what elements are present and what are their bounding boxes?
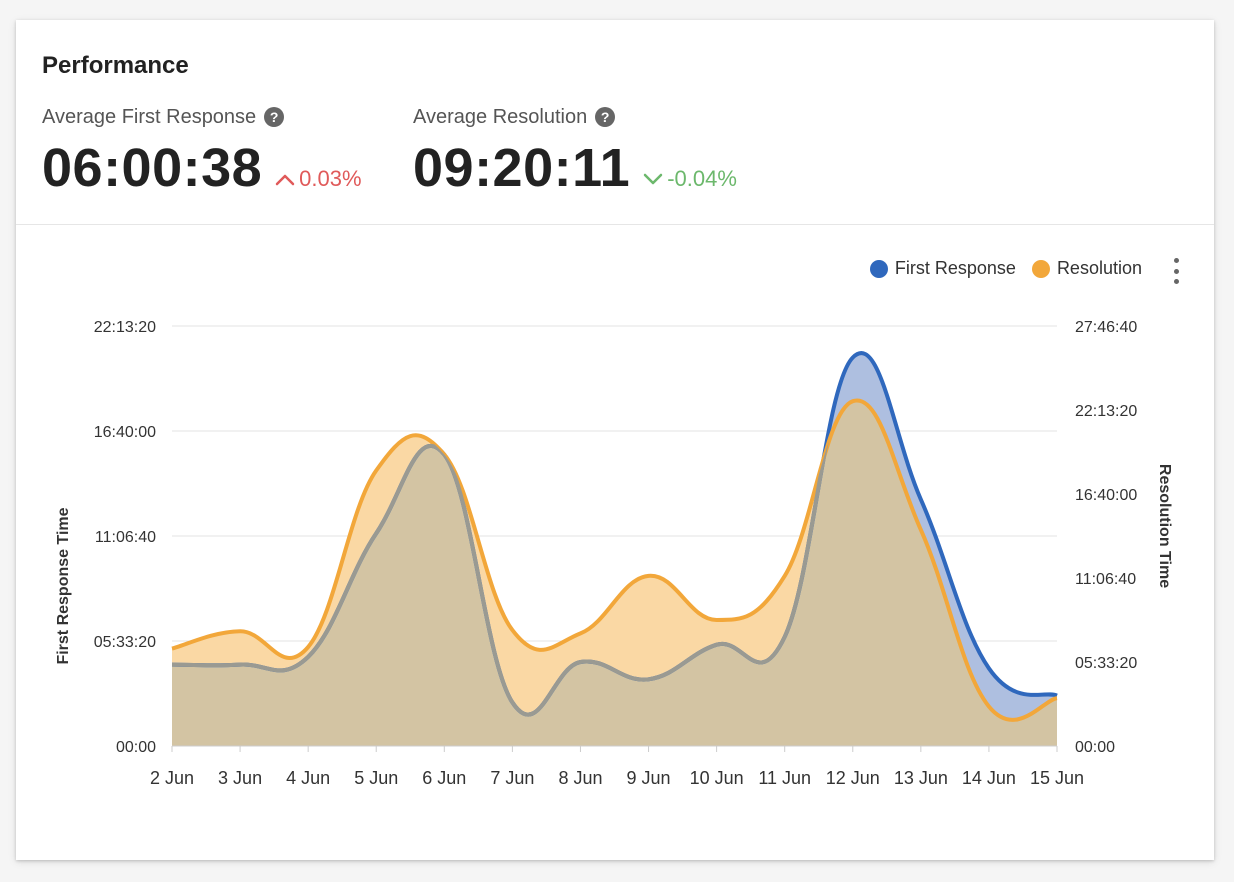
metric-resolution-label: Average Resolution — [413, 105, 588, 128]
y-right-tick-label: 11:06:40 — [1075, 571, 1136, 588]
chart-legend: First Response Resolution — [854, 258, 1142, 279]
y-right-axis-title: Resolution Time — [1156, 464, 1173, 588]
metric-resolution-delta-text: -0.04% — [667, 166, 737, 191]
card-title: Performance — [42, 52, 189, 79]
y-right-tick-label: 27:46:40 — [1075, 319, 1137, 336]
chevron-down-icon — [643, 173, 663, 185]
y-left-tick-label: 05:33:20 — [94, 634, 156, 651]
y-right-tick-label: 05:33:20 — [1075, 655, 1137, 672]
metric-first-response: Average First Response ? 06:00:38 0.03% — [42, 105, 362, 199]
y-left-tick-label: 16:40:00 — [94, 424, 156, 441]
metric-resolution-delta: -0.04% — [642, 166, 737, 192]
area-overlap — [172, 400, 1057, 746]
y-right-tick-label: 16:40:00 — [1075, 487, 1137, 504]
x-tick-label: 5 Jun — [354, 768, 398, 788]
x-tick-label: 15 Jun — [1030, 768, 1084, 788]
question-circle-icon[interactable]: ? — [595, 107, 616, 127]
x-tick-label: 9 Jun — [627, 768, 671, 788]
y-left-tick-label: 22:13:20 — [94, 319, 156, 336]
x-tick-label: 8 Jun — [558, 768, 602, 788]
legend-item-first-response[interactable]: First Response — [869, 258, 1016, 279]
y-left-tick-label: 00:00 — [116, 739, 156, 756]
metric-first-response-label: Average First Response — [42, 105, 257, 128]
question-circle-icon[interactable]: ? — [264, 107, 285, 127]
legend-item-resolution[interactable]: Resolution — [1031, 258, 1142, 279]
y-right-tick-label: 22:13:20 — [1075, 403, 1137, 420]
legend-label-first-response: First Response — [894, 258, 1016, 278]
x-tick-label: 7 Jun — [490, 768, 534, 788]
x-tick-label: 14 Jun — [962, 768, 1016, 788]
y-right-tick-label: 00:00 — [1075, 739, 1115, 756]
performance-header: Performance Average First Response ? 06:… — [16, 20, 1214, 225]
performance-chart: 2 Jun 3 Jun 4 Jun 5 Jun 6 Jun 7 Jun 8 Jun 9 Jun… — [55, 319, 1173, 788]
metric-resolution-value: 09:20:11 — [413, 138, 631, 198]
y-left-axis-title: First Response Time — [55, 507, 72, 664]
metric-resolution: Average Resolution ? 09:20:11 -0.04% — [413, 105, 737, 199]
x-tick-label: 11 Jun — [758, 768, 811, 788]
line-resolution — [171, 398, 1058, 722]
legend-label-resolution: Resolution — [1056, 258, 1142, 278]
metric-first-response-delta-text: 0.03% — [299, 166, 362, 191]
x-tick-label: 3 Jun — [218, 768, 262, 788]
metric-first-response-delta: 0.03% — [274, 166, 362, 192]
y-left-tick-label: 11:06:40 — [95, 529, 156, 546]
x-tick-label: 4 Jun — [286, 768, 330, 788]
x-tick-label: 12 Jun — [826, 768, 880, 788]
x-tick-label: 2 Jun — [150, 768, 194, 788]
legend-swatch-first-response — [869, 259, 888, 278]
x-tick-label: 13 Jun — [894, 768, 948, 788]
legend-swatch-resolution — [1031, 259, 1050, 278]
x-tick-label: 6 Jun — [422, 768, 466, 788]
chevron-up-icon — [275, 174, 295, 186]
more-vertical-icon[interactable] — [1170, 258, 1182, 284]
x-tick-label: 10 Jun — [690, 768, 744, 788]
performance-card: Performance Average First Response ? 06:… — [16, 20, 1214, 860]
metric-first-response-value: 06:00:38 — [42, 138, 263, 198]
